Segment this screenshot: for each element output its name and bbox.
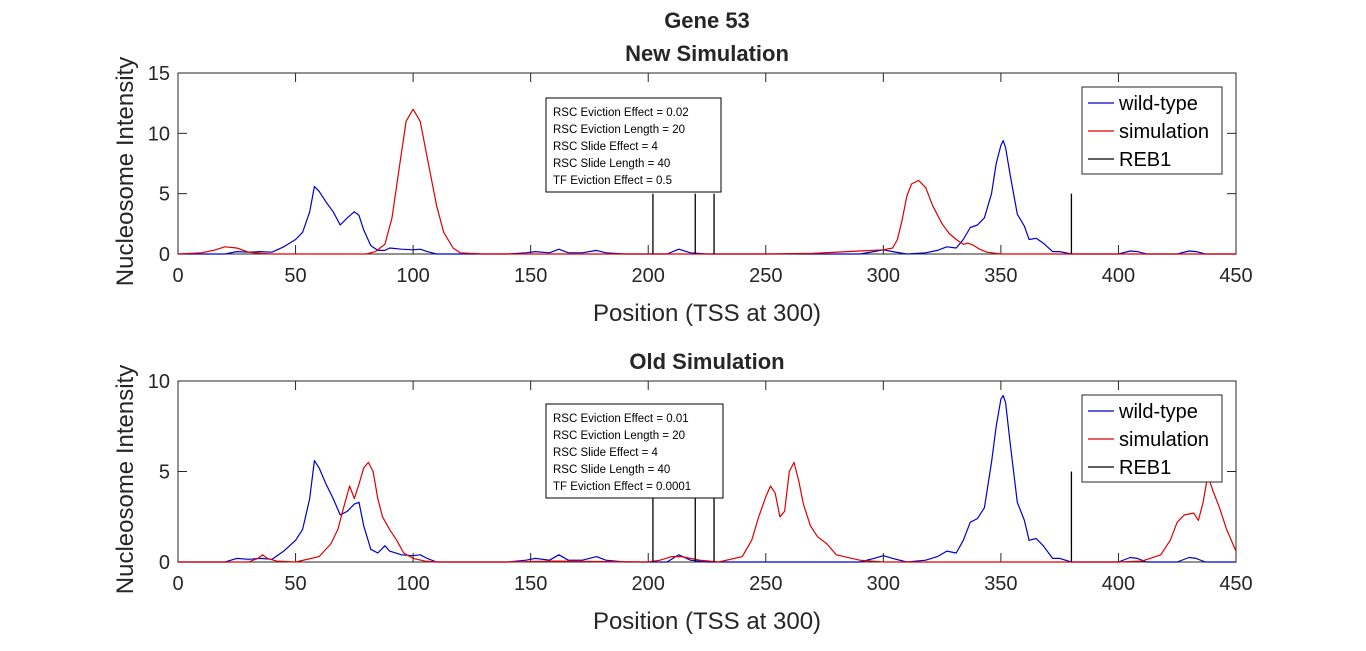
- x-tick-label: 200: [632, 265, 665, 287]
- annotation-line: RSC Eviction Length = 20: [553, 430, 685, 442]
- annotation-line: RSC Eviction Length = 20: [553, 124, 685, 136]
- x-tick-label: 400: [1102, 265, 1135, 287]
- x-tick-label: 300: [867, 265, 900, 287]
- series-line-wild-type: [178, 394, 1236, 563]
- y-tick-label: 0: [159, 244, 170, 266]
- chart-title: Old Simulation: [629, 349, 784, 374]
- legend-entry: wild-type: [1118, 93, 1198, 115]
- legend-entry: REB1: [1119, 149, 1171, 171]
- annotation-line: RSC Slide Effect = 4: [553, 141, 659, 153]
- x-tick-label: 100: [396, 573, 429, 595]
- x-tick-label: 50: [284, 265, 306, 287]
- chart-title: New Simulation: [625, 41, 789, 66]
- legend-entry: simulation: [1119, 121, 1209, 143]
- y-tick-label: 5: [159, 184, 170, 206]
- x-tick-label: 250: [749, 573, 782, 595]
- annotation-line: RSC Slide Length = 40: [553, 464, 670, 476]
- x-tick-label: 450: [1219, 573, 1252, 595]
- x-tick-label: 50: [284, 573, 306, 595]
- x-tick-label: 0: [172, 265, 183, 287]
- x-tick-label: 150: [514, 573, 547, 595]
- x-tick-label: 250: [749, 265, 782, 287]
- y-tick-label: 5: [159, 462, 170, 484]
- annotation-box: [545, 403, 724, 499]
- x-tick-label: 150: [514, 265, 547, 287]
- annotation-line: RSC Eviction Effect = 0.01: [553, 413, 689, 425]
- x-tick-label: 200: [632, 573, 665, 595]
- annotation-line: RSC Eviction Effect = 0.02: [553, 107, 689, 119]
- legend-entry: simulation: [1119, 429, 1209, 451]
- series-line-simulation: [177, 108, 1236, 255]
- series-line-simulation: [178, 461, 1237, 563]
- x-axis-label: Position (TSS at 300): [593, 608, 821, 635]
- y-tick-label: 15: [148, 63, 170, 85]
- annotation-line: RSC Slide Length = 40: [553, 158, 670, 170]
- x-tick-label: 100: [396, 265, 429, 287]
- x-tick-label: 350: [984, 265, 1017, 287]
- y-tick-label: 10: [148, 371, 170, 393]
- x-tick-label: 450: [1219, 265, 1252, 287]
- x-tick-label: 400: [1102, 573, 1135, 595]
- y-axis-label: Nucleosome Intensity: [112, 57, 139, 286]
- x-tick-label: 350: [984, 573, 1017, 595]
- x-tick-label: 0: [172, 573, 183, 595]
- y-tick-label: 0: [159, 552, 170, 574]
- figure-title: Gene 53: [664, 8, 750, 33]
- y-axis-label: Nucleosome Intensity: [112, 365, 139, 594]
- annotation-line: RSC Slide Effect = 4: [553, 447, 659, 459]
- annotation-box: [545, 97, 722, 193]
- y-tick-label: 10: [148, 123, 170, 145]
- annotation-line: TF Eviction Effect = 0.0001: [553, 481, 691, 493]
- x-axis-label: Position (TSS at 300): [593, 300, 821, 327]
- legend-entry: wild-type: [1118, 401, 1198, 423]
- annotation-line: TF Eviction Effect = 0.5: [553, 175, 672, 187]
- legend-entry: REB1: [1119, 457, 1171, 479]
- x-tick-label: 300: [867, 573, 900, 595]
